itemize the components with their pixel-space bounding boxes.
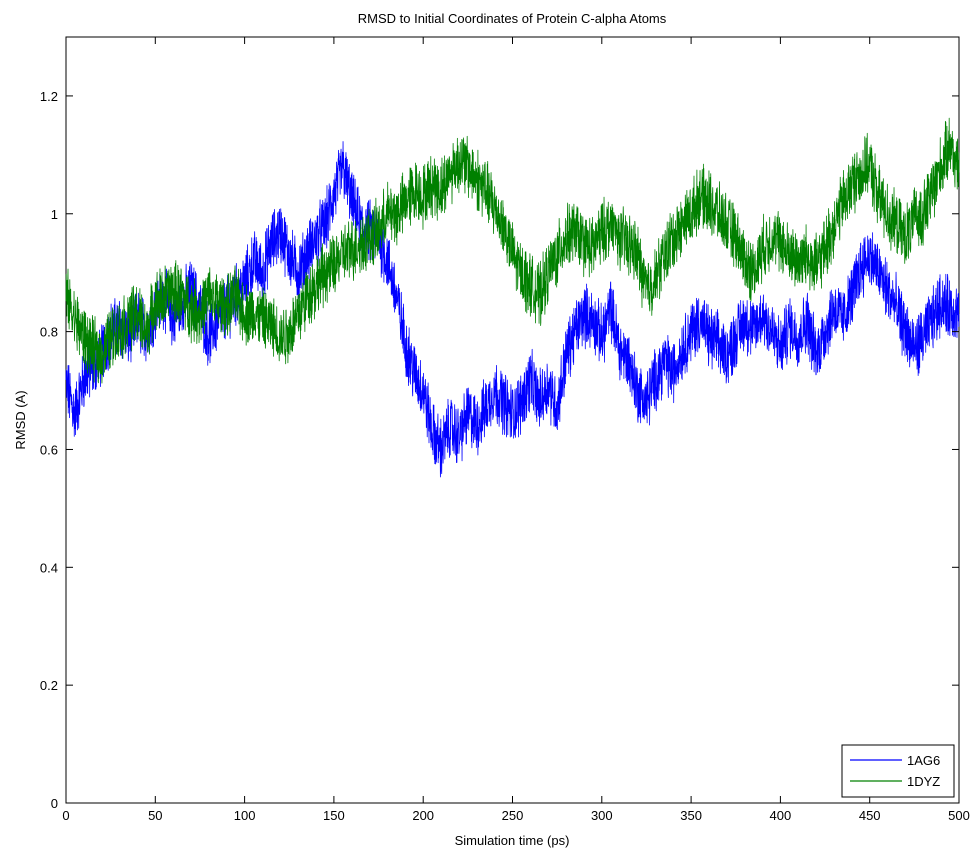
x-axis-label: Simulation time (ps)	[455, 833, 570, 848]
legend-box	[841, 744, 955, 798]
plot-area: 0 50 100 150 200 250 300 350 400 450 500 0 0.2 0.4 0.6…	[40, 36, 970, 823]
y-tick-label: 0.6	[40, 442, 58, 457]
legend-label-1dyz: 1DYZ	[907, 774, 940, 789]
series-line-1dyz	[65, 117, 960, 384]
x-tick-label: 100	[234, 808, 256, 823]
series-layer	[65, 117, 960, 478]
y-tick-label: 1.2	[40, 89, 58, 104]
legend: 1AG6 1DYZ	[841, 744, 955, 798]
x-tick-label: 350	[680, 808, 702, 823]
x-tick-label: 0	[62, 808, 69, 823]
x-tick-label: 150	[323, 808, 345, 823]
y-tick-label: 0	[51, 796, 58, 811]
y-tick-label: 1	[51, 207, 58, 222]
y-tick-label: 0.4	[40, 560, 58, 575]
y-axis-label: RMSD (A)	[13, 390, 28, 449]
x-tick-label: 200	[412, 808, 434, 823]
x-tick-label: 500	[948, 808, 970, 823]
y-tick-label: 0.2	[40, 678, 58, 693]
y-tick-label: 0.8	[40, 325, 58, 340]
x-tick-label: 50	[148, 808, 162, 823]
x-tick-label: 250	[502, 808, 524, 823]
legend-label-1ag6: 1AG6	[907, 753, 940, 768]
axes-frame	[65, 36, 960, 804]
ticks-layer: 0 50 100 150 200 250 300 350 400 450 500 0 0.2 0.4 0.6…	[40, 37, 970, 823]
chart-title: RMSD to Initial Coordinates of Protein C…	[358, 11, 667, 26]
series-line-1ag6	[65, 141, 960, 478]
x-tick-label: 450	[859, 808, 881, 823]
x-tick-label: 400	[770, 808, 792, 823]
x-tick-label: 300	[591, 808, 613, 823]
